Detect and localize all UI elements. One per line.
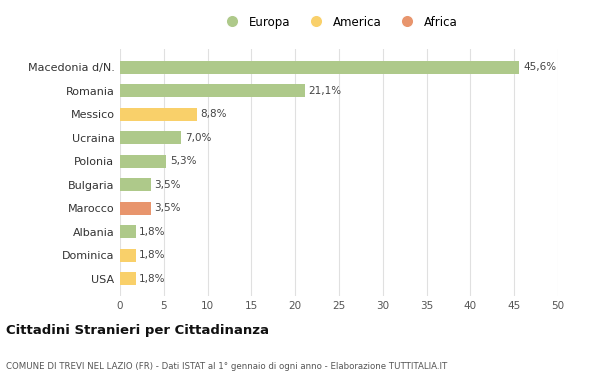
Text: 3,5%: 3,5%: [154, 203, 181, 213]
Bar: [120, 61, 520, 74]
Bar: [120, 178, 151, 191]
Text: 1,8%: 1,8%: [139, 274, 166, 284]
Bar: [120, 131, 181, 144]
Bar: [120, 108, 197, 120]
Text: 8,8%: 8,8%: [200, 109, 227, 119]
Bar: [120, 249, 136, 262]
Text: 5,3%: 5,3%: [170, 156, 196, 166]
Text: 1,8%: 1,8%: [139, 227, 166, 237]
Text: 7,0%: 7,0%: [185, 133, 211, 142]
Bar: [120, 202, 151, 215]
Text: COMUNE DI TREVI NEL LAZIO (FR) - Dati ISTAT al 1° gennaio di ogni anno - Elabora: COMUNE DI TREVI NEL LAZIO (FR) - Dati IS…: [6, 362, 447, 370]
Text: 1,8%: 1,8%: [139, 250, 166, 260]
Bar: [120, 84, 305, 97]
Legend: Europa, America, Africa: Europa, America, Africa: [215, 11, 463, 33]
Text: 3,5%: 3,5%: [154, 180, 181, 190]
Text: 21,1%: 21,1%: [308, 86, 341, 96]
Bar: [120, 155, 166, 168]
Bar: [120, 272, 136, 285]
Text: Cittadini Stranieri per Cittadinanza: Cittadini Stranieri per Cittadinanza: [6, 325, 269, 337]
Text: 45,6%: 45,6%: [523, 62, 556, 72]
Bar: [120, 225, 136, 238]
